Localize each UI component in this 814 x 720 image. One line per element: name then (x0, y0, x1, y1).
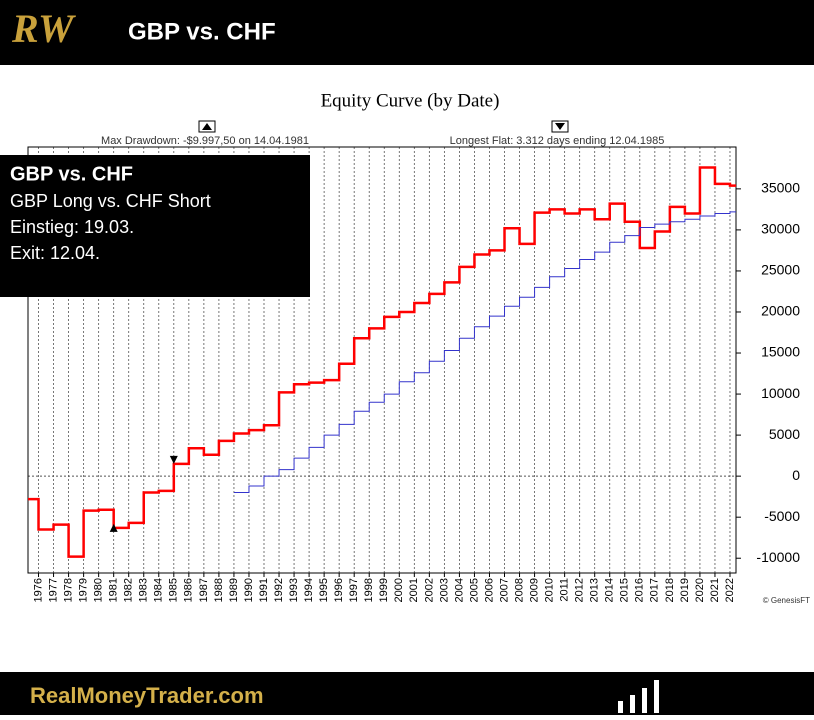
y-tick-label: 10000 (761, 385, 800, 401)
x-tick-label: 1998 (363, 578, 375, 602)
x-tick-label: 1989 (228, 578, 240, 602)
up-icon (202, 123, 212, 130)
x-tick-label: 2001 (408, 578, 420, 602)
x-tick-label: 1986 (183, 578, 195, 602)
x-tick-label: 1996 (333, 578, 345, 602)
y-tick-label: 5000 (769, 426, 800, 442)
y-tick-label: -10000 (756, 549, 800, 565)
x-tick-label: 1984 (153, 578, 165, 602)
x-tick-label: 1993 (288, 578, 300, 602)
chart-title: Equity Curve (by Date) (321, 90, 500, 111)
x-tick-label: 2004 (453, 578, 465, 602)
x-tick-label: 1987 (198, 578, 210, 602)
x-tick-label: 1994 (303, 578, 315, 602)
x-tick-label: 1981 (108, 578, 120, 602)
x-tick-label: 2010 (544, 578, 556, 602)
credit: © GenesisFT (763, 596, 810, 605)
x-tick-label: 2012 (574, 578, 586, 602)
y-tick-label: -5000 (764, 508, 800, 524)
x-tick-label: 2021 (709, 578, 721, 602)
x-tick-label: 1977 (47, 578, 59, 602)
x-tick-label: 1990 (243, 578, 255, 602)
x-tick-label: 2013 (589, 578, 601, 602)
footer-site: RealMoneyTrader.com (30, 683, 264, 708)
x-tick-label: 1976 (32, 578, 44, 602)
plot: 1976 1977 1978 1979 1980 1981 1982 1983 1984 1985… (27, 146, 800, 602)
x-tick-label: 2006 (483, 578, 495, 602)
annotation: Longest Flat: 3.312 days ending 12.04.19… (450, 135, 665, 147)
x-tick-label: 1999 (378, 578, 390, 602)
x-tick-label: 1995 (318, 578, 330, 602)
bars-icon (618, 680, 659, 713)
x-tick-label: 1979 (78, 578, 90, 602)
footer-bar (0, 672, 814, 715)
x-tick-label: 2000 (393, 578, 405, 602)
x-tick-label: 1983 (138, 578, 150, 602)
equity-line (28, 166, 736, 558)
x-tick-label: 2016 (634, 578, 646, 602)
x-tick-label: 1997 (348, 578, 360, 602)
x-tick-label: 2009 (528, 578, 540, 602)
x-tick-label: 1988 (213, 578, 225, 602)
marker (109, 523, 118, 532)
x-tick-label: 1982 (123, 578, 135, 602)
overlay-line: GBP Long vs. CHF Short (10, 191, 211, 211)
overlay-title: GBP vs. CHF (10, 163, 133, 185)
down-icon (555, 123, 565, 130)
equity-line (233, 211, 736, 494)
overlay-line: Einstieg: 19.03. (10, 217, 134, 237)
x-tick-label: 2020 (694, 578, 706, 602)
marker (169, 455, 178, 464)
x-tick-label: 2018 (664, 578, 676, 602)
x-tick-label: 2019 (679, 578, 691, 602)
overlay-line: Exit: 12.04. (10, 243, 100, 263)
x-tick-label: 2014 (604, 578, 616, 602)
x-tick-label: 2017 (649, 578, 661, 602)
x-tick-label: 2008 (513, 578, 525, 602)
y-tick-label: 0 (792, 467, 800, 483)
y-tick-label: 20000 (761, 303, 800, 319)
x-tick-label: 2011 (559, 578, 571, 602)
x-tick-label: 2007 (498, 578, 510, 602)
logo: RW (11, 6, 76, 51)
x-tick-label: 2005 (468, 578, 480, 602)
overlay-box (0, 155, 310, 297)
x-tick-label: 1980 (93, 578, 105, 602)
plot-frame (27, 146, 737, 574)
x-tick-label: 1985 (168, 578, 180, 602)
x-tick-label: 2002 (423, 578, 435, 602)
x-tick-label: 2022 (724, 578, 736, 602)
y-tick-label: 15000 (761, 344, 800, 360)
x-tick-label: 2003 (438, 578, 450, 602)
y-tick-label: 35000 (761, 180, 800, 196)
x-tick-label: 1991 (258, 578, 270, 602)
annotation: Max Drawdown: -$9.997,50 on 14.04.1981 (101, 135, 309, 147)
header-bar (0, 0, 814, 65)
x-tick-label: 1978 (62, 578, 74, 602)
y-tick-label: 25000 (761, 262, 800, 278)
y-tick-label: 30000 (761, 221, 800, 237)
x-tick-label: 2015 (619, 578, 631, 602)
header-title: GBP vs. CHF (128, 18, 276, 45)
x-tick-label: 1992 (273, 578, 285, 602)
